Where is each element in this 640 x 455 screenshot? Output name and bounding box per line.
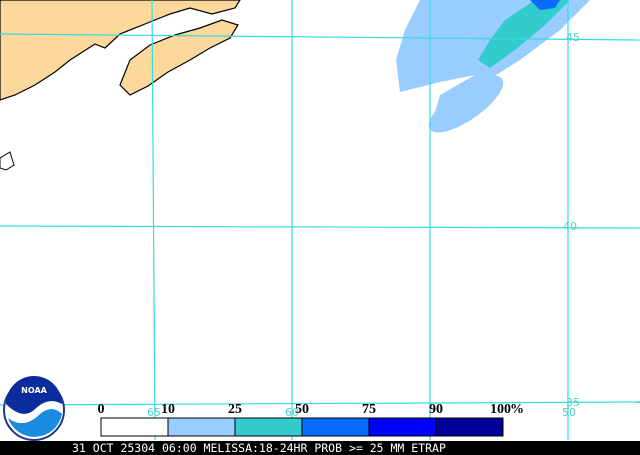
legend: 0 10 25 50 75 90 100% — [98, 402, 524, 437]
land-mainland — [0, 0, 241, 101]
lon-label: 65 — [147, 406, 161, 419]
lat-label: 40 — [563, 220, 577, 233]
legend-swatch — [368, 417, 437, 437]
legend-label: 10 — [161, 402, 175, 417]
legend-label: 25 — [228, 402, 242, 417]
legend-unit: % — [510, 402, 524, 417]
legend-swatch — [234, 417, 303, 437]
legend-swatch — [435, 417, 504, 437]
lon-line — [151, 0, 156, 441]
noaa-logo: NOAA — [3, 376, 65, 441]
lat-line — [0, 225, 640, 229]
legend-swatch — [100, 417, 169, 437]
caption-bar — [0, 441, 640, 455]
legend-label: 75 — [362, 402, 376, 417]
prob-area-50 — [530, 0, 560, 10]
legend-label: 100 — [490, 402, 511, 417]
legend-label: 50 — [295, 402, 309, 417]
logo-text: NOAA — [21, 386, 47, 395]
logo-top — [6, 376, 62, 414]
legend-label: 90 — [429, 402, 443, 417]
lon-label: 60 — [285, 406, 299, 419]
lat-line — [0, 401, 640, 406]
lat-label: 45 — [566, 31, 580, 44]
lat-label: 35 — [566, 396, 580, 409]
lon-label: 50 — [562, 406, 576, 419]
legend-label: 0 — [98, 402, 105, 417]
prob-area-25 — [478, 0, 570, 68]
logo-bottom — [8, 409, 62, 437]
coast-fragment — [0, 151, 15, 171]
legend-swatch — [301, 417, 370, 437]
legend-swatch — [167, 417, 236, 437]
prob-area-10 — [428, 75, 504, 133]
lat-line — [0, 33, 640, 41]
land-nova-scotia — [119, 19, 239, 96]
caption: 31 OCT 25304 06:00 MELISSA:18-24HR PROB … — [72, 441, 446, 455]
